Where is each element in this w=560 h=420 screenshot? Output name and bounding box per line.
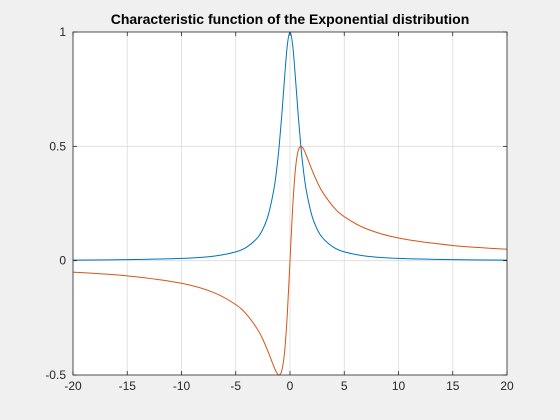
x-tick-label: 15 — [446, 379, 460, 393]
y-tick-label: 0.5 — [49, 139, 66, 153]
y-tick-label: 1 — [59, 25, 66, 39]
x-tick-label: 10 — [392, 379, 406, 393]
x-tick-label: 5 — [341, 379, 348, 393]
series-line-imaginary-part — [72, 145, 508, 376]
axis-ticks: -20 -15 -10 -5 0 5 10 15 20 -0.5 0 0.5 1 — [45, 25, 514, 393]
chart-title: Characteristic function of the Exponenti… — [111, 11, 470, 27]
x-tick-label: -15 — [119, 379, 137, 393]
x-tick-label: 20 — [500, 379, 514, 393]
x-tick-label: -20 — [64, 379, 82, 393]
x-tick-label: 0 — [287, 379, 294, 393]
y-tick-label: -0.5 — [45, 368, 66, 382]
x-tick-label: -10 — [173, 379, 191, 393]
x-tick-label: -5 — [230, 379, 241, 393]
y-tick-label: 0 — [59, 254, 66, 268]
